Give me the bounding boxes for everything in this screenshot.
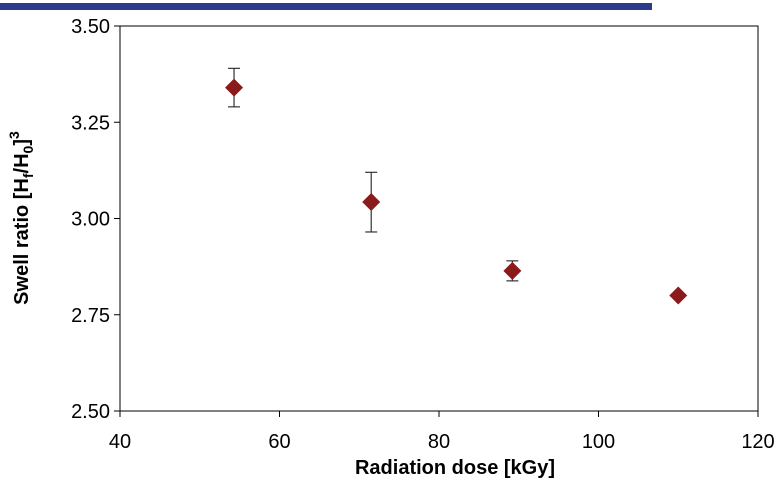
plot-area bbox=[119, 25, 759, 412]
x-tick-label: 120 bbox=[741, 431, 774, 453]
x-tick-label: 100 bbox=[582, 431, 615, 453]
data-point bbox=[225, 78, 244, 97]
y-tick-label: 2.50 bbox=[71, 401, 110, 423]
header-accent-bar bbox=[0, 3, 652, 10]
x-axis-title: Radiation dose [kGy] bbox=[355, 457, 555, 479]
y-axis-title-sub-f: f bbox=[20, 173, 36, 178]
y-axis-title-mid: /H bbox=[11, 153, 33, 173]
y-axis-ticks: 2.50 2.75 3.00 3.25 3.50 bbox=[71, 16, 120, 423]
data-point bbox=[503, 261, 522, 280]
y-axis-title-close: ] bbox=[11, 139, 33, 146]
y-tick-label: 3.25 bbox=[71, 112, 110, 134]
x-axis-ticks: 40 60 80 100 120 bbox=[109, 411, 775, 453]
x-tick-label: 80 bbox=[428, 431, 450, 453]
x-tick-label: 40 bbox=[109, 431, 131, 453]
y-tick-label: 2.75 bbox=[71, 305, 110, 327]
data-point bbox=[362, 192, 381, 211]
y-axis-title-sub-0: 0 bbox=[20, 145, 36, 153]
data-points bbox=[225, 78, 688, 305]
data-point bbox=[669, 286, 688, 305]
y-axis-title-sup: 3 bbox=[6, 131, 22, 139]
y-axis-title-prefix: Swell ratio [H bbox=[11, 178, 33, 305]
x-tick-label: 60 bbox=[268, 431, 290, 453]
y-tick-label: 3.50 bbox=[71, 16, 110, 38]
y-tick-label: 3.00 bbox=[71, 209, 110, 231]
y-axis-title: Swell ratio [Hf/H0]3 bbox=[6, 131, 36, 305]
